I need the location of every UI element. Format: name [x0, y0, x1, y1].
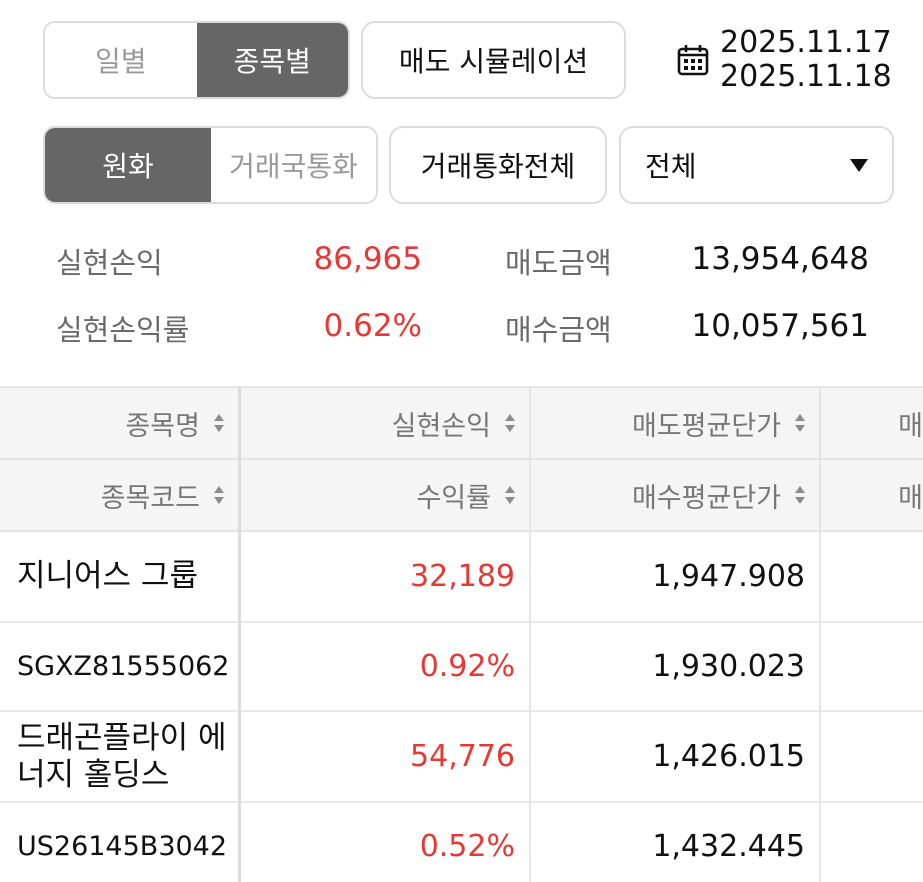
header-next-column[interactable]: 매	[898, 410, 923, 442]
sort-icon	[795, 414, 805, 432]
sell-amount-value: 13,954,648	[691, 241, 870, 277]
header-stock-name[interactable]: 종목명	[0, 388, 238, 458]
table-header-row: 종목명 실현손익 매도평균단가 매	[0, 388, 923, 460]
sort-icon	[505, 414, 515, 432]
chevron-down-icon	[850, 158, 868, 172]
header-sell-avg-price[interactable]: 매도평균단가	[531, 388, 819, 458]
table-row[interactable]: 지니어스 그룹 32,189 1,947.908	[0, 532, 923, 623]
column-divider	[819, 388, 821, 882]
sell-simulation-button[interactable]: 매도 시뮬레이션	[361, 21, 626, 99]
table-row[interactable]: 드래곤플라이 에너지 홀딩스 54,776 1,426.015	[0, 712, 923, 803]
sell-amount-label: 매도금액	[505, 246, 612, 280]
header-stock-code[interactable]: 종목코드	[0, 460, 238, 530]
realized-pnl-label: 실현손익	[56, 246, 163, 280]
return-rate-cell: 0.52%	[419, 829, 515, 864]
table-row[interactable]: SGXZ81555062 0.92% 1,930.023	[0, 623, 923, 712]
date-range-text: 2025.11.17 2025.11.18	[720, 26, 892, 94]
tab-daily[interactable]: 일별	[45, 23, 197, 97]
tab-trade-currency[interactable]: 거래국통화	[211, 128, 376, 202]
date-start: 2025.11.17	[720, 25, 892, 60]
buy-amount-value: 10,057,561	[691, 308, 870, 344]
filter-select-value: 전체	[645, 150, 697, 183]
stock-code: US26145B3042	[17, 831, 228, 862]
header-buy-avg-price[interactable]: 매수평균단가	[531, 460, 819, 530]
header-next-column[interactable]: 매	[898, 482, 923, 514]
buy-amount-label: 매수금액	[505, 313, 612, 347]
realized-pnl-cell: 32,189	[410, 559, 515, 594]
all-currency-button[interactable]: 거래통화전체	[389, 126, 607, 204]
header-realized-pnl[interactable]: 실현손익	[241, 388, 529, 458]
date-range-picker[interactable]: 2025.11.17 2025.11.18	[676, 26, 892, 94]
tab-krw[interactable]: 원화	[45, 128, 211, 202]
realized-rate-label: 실현손익률	[56, 313, 190, 347]
return-rate-cell: 0.92%	[419, 649, 515, 684]
sort-icon	[505, 486, 515, 504]
filter-select[interactable]: 전체	[619, 126, 894, 204]
sticky-column-divider	[238, 388, 241, 882]
realized-pnl-cell: 54,776	[410, 739, 515, 774]
stock-code: SGXZ81555062	[17, 651, 230, 682]
table-header-row: 종목코드 수익률 매수평균단가 매	[0, 460, 923, 532]
sort-icon	[795, 486, 805, 504]
sell-avg-price-cell: 1,947.908	[652, 559, 805, 594]
realized-pnl-value: 86,965	[313, 241, 422, 277]
realized-pnl-table[interactable]: 종목명 실현손익 매도평균단가 매 종목코드 수익률 매수평균단가 매 지니어스…	[0, 386, 923, 882]
view-toggle: 일별 종목별	[43, 21, 350, 99]
buy-avg-price-cell: 1,930.023	[652, 649, 805, 684]
column-divider	[529, 388, 531, 882]
calendar-icon	[677, 45, 709, 76]
header-return-rate[interactable]: 수익률	[241, 460, 529, 530]
tab-by-stock[interactable]: 종목별	[196, 23, 348, 97]
sort-icon	[214, 486, 224, 504]
sell-avg-price-cell: 1,426.015	[652, 739, 805, 774]
sort-icon	[214, 414, 224, 432]
buy-avg-price-cell: 1,432.445	[652, 829, 805, 864]
currency-toggle: 원화 거래국통화	[43, 126, 378, 204]
stock-name: 드래곤플라이 에너지 홀딩스	[17, 719, 227, 793]
stock-name: 지니어스 그룹	[17, 558, 198, 594]
date-end: 2025.11.18	[720, 59, 892, 94]
table-row[interactable]: US26145B3042 0.52% 1,432.445	[0, 803, 923, 882]
realized-rate-value: 0.62%	[323, 308, 422, 344]
